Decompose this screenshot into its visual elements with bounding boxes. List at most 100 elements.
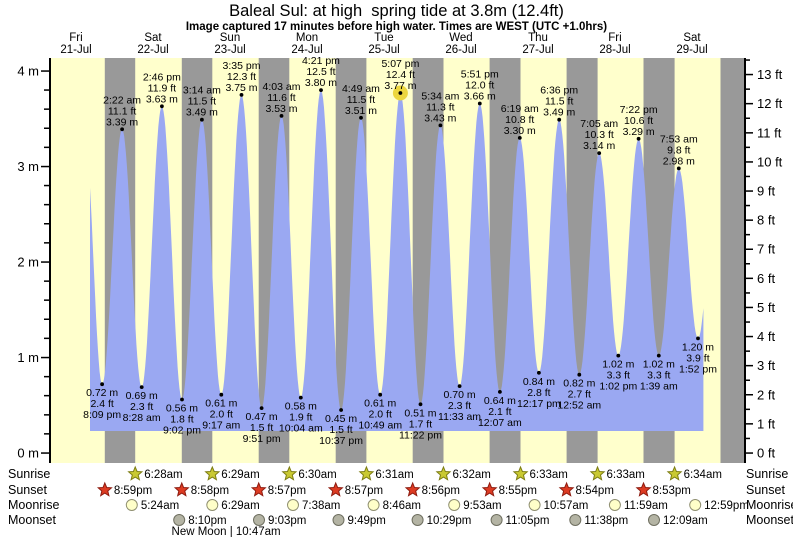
tide-annotation-line: 3.49 m	[186, 107, 218, 119]
tide-annotation-line: 12.4 ft	[386, 69, 415, 81]
left-axis-tick	[44, 223, 49, 225]
sunrise-marker: 6:33am	[589, 465, 645, 481]
tide-annotation-line: 12:17 pm	[517, 398, 561, 410]
moonrise-row-label-left: Moonrise	[8, 498, 60, 512]
tide-annotation-line: 3.29 m	[623, 126, 655, 138]
moon-phase-label: New Moon | 10:47am	[172, 526, 281, 537]
sunset-row-label-left: Sunset	[8, 483, 47, 497]
day-date-label: 24-Jul	[291, 44, 322, 56]
moonrise-circle-icon	[608, 499, 621, 511]
day-name-label: Sun	[220, 32, 240, 44]
sunrise-marker: 6:29am	[204, 465, 260, 481]
tide-annotation-line: 5:07 pm	[381, 58, 419, 70]
tide-point	[219, 392, 224, 397]
sunrise-time: 6:29am	[221, 469, 259, 481]
tide-area-curve	[90, 90, 704, 432]
moonrise-circle-icon	[528, 499, 541, 511]
tide-annotation-line: 12:52 am	[557, 400, 601, 412]
tide-annotation-line: 0.82 m	[563, 378, 595, 390]
tide-annotation-line: 10:37 pm	[319, 435, 363, 447]
tide-annotation-line: 10:49 am	[358, 420, 402, 432]
left-axis-label: 4 m	[17, 64, 39, 79]
moonrise-circle-icon	[125, 499, 138, 511]
day-name-label: Mon	[296, 32, 318, 44]
right-axis-tick	[745, 452, 753, 454]
sunrise-star-icon	[589, 465, 606, 481]
right-axis-tick	[745, 437, 750, 440]
sunset-row-label-right: Sunset	[746, 483, 785, 497]
tide-annotation-line: 5:34 am	[421, 90, 459, 102]
tide-point	[457, 384, 462, 388]
right-axis-tick	[745, 219, 753, 221]
moonrise-time: 5:24am	[141, 500, 179, 512]
tide-annotation-line: 0.72 m	[86, 387, 118, 399]
sunset-marker: 8:58pm	[173, 481, 229, 497]
tide-annotation-line: 12.3 ft	[227, 71, 256, 83]
tide-annotation-line: 0.58 m	[285, 401, 317, 413]
right-axis-label: 5 ft	[757, 300, 775, 315]
day-date-label: 23-Jul	[214, 44, 245, 56]
tide-annotation-line: 0.47 m	[246, 411, 278, 423]
tide-annotation-line: 10:04 am	[279, 423, 323, 435]
day-date-label: 22-Jul	[137, 44, 168, 56]
tide-point	[378, 392, 383, 397]
day-date-label: 29-Jul	[676, 44, 707, 56]
moonset-time: 8:10pm	[188, 515, 226, 527]
sunrise-time: 6:31am	[375, 469, 413, 481]
tide-point	[597, 151, 602, 156]
tide-point	[498, 390, 502, 394]
tide-point	[279, 114, 284, 118]
sunrise-time: 6:33am	[607, 469, 645, 481]
right-axis-label: 8 ft	[757, 213, 775, 228]
sunset-time: 8:55pm	[499, 485, 537, 497]
sunrise-marker: 6:30am	[281, 465, 337, 481]
sunrise-time: 6:30am	[298, 469, 336, 481]
low-tide-annotation: 1.02 m3.3 ft1:39 am	[640, 353, 678, 393]
right-axis-tick	[745, 161, 753, 163]
moonrise-marker: 10:57am	[528, 499, 588, 512]
sunrise-star-icon	[204, 465, 221, 481]
tide-point	[319, 88, 323, 92]
moonset-circle-icon	[648, 514, 660, 526]
page-title: Baleal Sul: at high spring tide at 3.8m …	[229, 2, 564, 20]
tide-point	[577, 372, 582, 377]
sunrise-time: 6:34am	[684, 469, 722, 481]
sunrise-star-icon	[127, 465, 144, 481]
tide-annotation-line: 0.69 m	[126, 390, 158, 402]
tide-annotation-line: 6:19 am	[501, 103, 539, 115]
right-axis-tick	[745, 321, 750, 323]
tide-annotation-line: 3.3 ft	[607, 370, 630, 382]
left-axis-label: 0 m	[17, 446, 39, 461]
tide-annotation-line: 1:52 pm	[679, 363, 717, 375]
sunrise-time: 6:28am	[144, 469, 182, 481]
right-axis-tick	[745, 102, 753, 105]
tide-point	[259, 406, 264, 410]
tide-point	[120, 127, 124, 132]
tide-point	[557, 117, 562, 122]
sunset-star-icon	[327, 481, 344, 497]
sunset-marker: 8:57pm	[250, 481, 306, 497]
moonrise-marker: 12:59pm	[689, 499, 749, 512]
moonrise-time: 9:53am	[463, 500, 501, 512]
tide-point	[359, 115, 363, 120]
tide-annotation-line: 3.3 ft	[647, 370, 670, 382]
tide-annotation-line: 11.5 ft	[545, 96, 573, 108]
right-axis-label: 10 ft	[757, 154, 783, 169]
sunset-time: 8:57pm	[268, 485, 306, 497]
day-name-label: Tue	[374, 32, 393, 44]
moonrise-time: 12:59pm	[704, 500, 749, 512]
sunrise-star-icon	[358, 465, 375, 481]
low-tide-annotation: 0.69 m2.3 ft8:28 am	[123, 385, 161, 424]
tide-point	[160, 104, 164, 109]
moonrise-row-label-right: Moonrise	[746, 498, 793, 512]
tide-point	[180, 397, 184, 402]
day-name-label: Wed	[449, 32, 472, 44]
